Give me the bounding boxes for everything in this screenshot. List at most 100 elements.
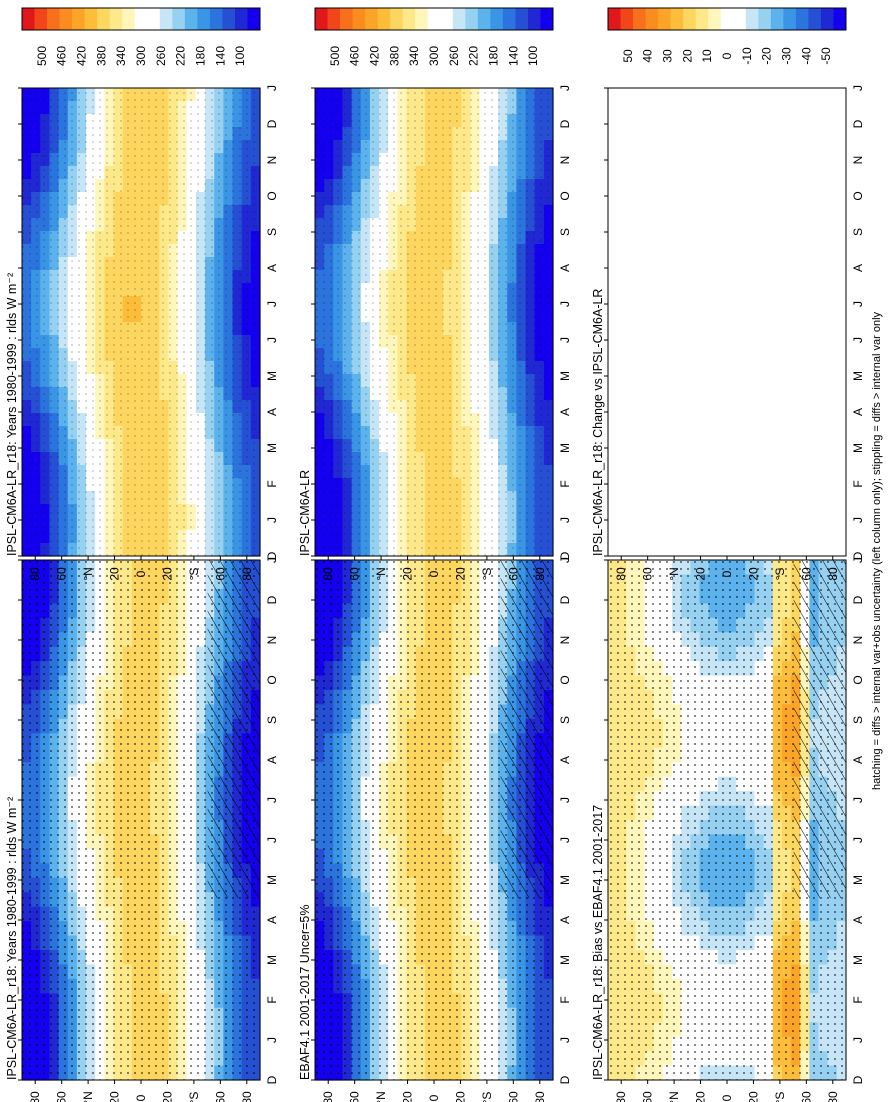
lat-label: 20 <box>401 567 415 581</box>
month-label: F <box>851 996 865 1003</box>
month-label: J <box>558 797 572 803</box>
stippling-overlay <box>315 88 553 556</box>
month-label: J <box>851 797 865 803</box>
lat-label: °N <box>667 1091 681 1102</box>
lat-label: 60 <box>506 1091 520 1102</box>
lat-label: 60 <box>55 567 69 581</box>
month-label: A <box>265 756 279 764</box>
month-label: J <box>558 301 572 307</box>
month-label: D <box>265 551 279 560</box>
lat-label: 20 <box>108 567 122 581</box>
month-label: J <box>265 837 279 843</box>
month-label: O <box>265 191 279 200</box>
month-label: J <box>265 557 279 563</box>
lat-label: 60 <box>348 567 362 581</box>
month-label: M <box>265 955 279 965</box>
lat-label: 20 <box>694 1091 708 1102</box>
month-label: J <box>558 557 572 563</box>
lat-label: 0 <box>427 1094 441 1101</box>
lat-label: 20 <box>453 1091 467 1102</box>
month-label: S <box>265 716 279 724</box>
lat-label: 20 <box>160 567 174 581</box>
month-label: J <box>265 301 279 307</box>
month-label: A <box>265 916 279 924</box>
month-label: M <box>265 371 279 381</box>
month-label: O <box>265 675 279 684</box>
month-label: M <box>558 443 572 453</box>
lat-label: °S <box>480 1092 494 1102</box>
month-label: J <box>558 1037 572 1043</box>
lat-label: 80 <box>240 567 254 581</box>
month-label: A <box>265 408 279 416</box>
lat-label: °N <box>81 1091 95 1102</box>
lat-label: °N <box>374 567 388 580</box>
lat-label: °S <box>773 1092 787 1102</box>
lat-label: °N <box>81 567 95 580</box>
lat-label: 60 <box>213 567 227 581</box>
month-label: A <box>558 264 572 272</box>
month-label: N <box>558 156 572 165</box>
lat-label: 60 <box>213 1091 227 1102</box>
month-label: D <box>265 1075 279 1084</box>
month-label: J <box>265 797 279 803</box>
lat-label: °S <box>480 568 494 581</box>
month-label: M <box>558 371 572 381</box>
hatching-overlay <box>500 560 553 898</box>
month-label: D <box>558 595 572 604</box>
month-label: M <box>851 875 865 885</box>
month-label: S <box>265 228 279 236</box>
month-label: O <box>558 191 572 200</box>
month-label: D <box>265 119 279 128</box>
lat-label: 60 <box>799 1091 813 1102</box>
month-label: F <box>558 996 572 1003</box>
lat-label: 80 <box>321 1091 335 1102</box>
panel-title: IPSL-CM6A-LR_r18: Years 1980-1999 : rlds… <box>5 797 19 1080</box>
lat-label: 0 <box>134 570 148 577</box>
lat-label: 60 <box>641 1091 655 1102</box>
month-label: D <box>558 551 572 560</box>
month-label: D <box>851 595 865 604</box>
lat-label: °S <box>187 568 201 581</box>
lat-label: °S <box>187 1092 201 1102</box>
month-label: A <box>851 756 865 764</box>
month-label: J <box>558 85 572 91</box>
hatching-overlay <box>793 560 846 898</box>
lat-label: °N <box>374 1091 388 1102</box>
lat-label: 20 <box>160 1091 174 1102</box>
month-label: A <box>851 916 865 924</box>
hatching-overlay <box>207 560 260 898</box>
month-label: J <box>558 837 572 843</box>
stippling-overlay <box>22 88 260 556</box>
lat-label: 60 <box>506 567 520 581</box>
month-label: A <box>558 756 572 764</box>
lat-label: 0 <box>427 570 441 577</box>
month-label: D <box>558 1075 572 1084</box>
month-label: O <box>851 675 865 684</box>
lat-label: 80 <box>28 567 42 581</box>
month-label: N <box>265 636 279 645</box>
lat-label: 60 <box>55 1091 69 1102</box>
month-label: O <box>558 675 572 684</box>
month-label: S <box>851 716 865 724</box>
panel-title: IPSL-CM6A-LR <box>298 470 312 556</box>
panel-title: IPSL-CM6A-LR_r18: Years 1980-1999 : rlds… <box>5 273 19 556</box>
month-label: J <box>265 337 279 343</box>
month-label: J <box>851 557 865 563</box>
month-label: A <box>265 264 279 272</box>
month-label: F <box>265 996 279 1003</box>
lat-label: 0 <box>134 1094 148 1101</box>
lat-label: 20 <box>746 1091 760 1102</box>
month-label: N <box>851 636 865 645</box>
month-label: A <box>558 408 572 416</box>
month-label: J <box>851 837 865 843</box>
lat-label: 80 <box>240 1091 254 1102</box>
lat-label: 80 <box>533 1091 547 1102</box>
month-label: D <box>851 1075 865 1084</box>
month-label: M <box>558 955 572 965</box>
month-label: J <box>265 1037 279 1043</box>
